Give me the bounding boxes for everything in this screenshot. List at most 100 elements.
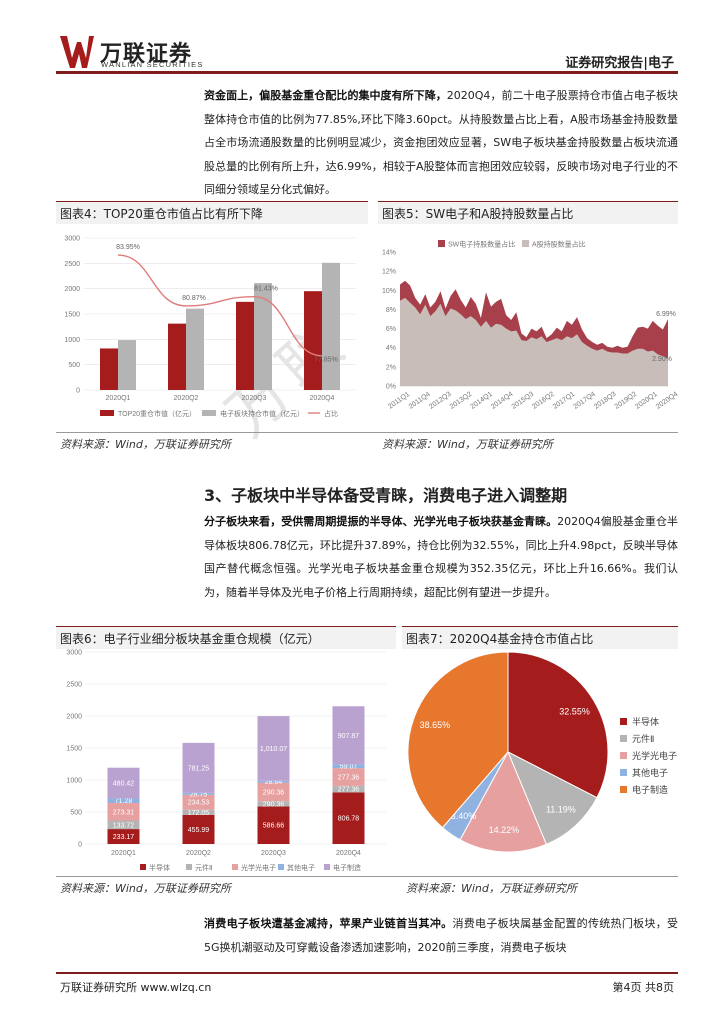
x-tick-label: 2020Q2 xyxy=(174,395,199,402)
bar-total xyxy=(186,308,204,390)
x-tick-label: 2018Q3 xyxy=(593,391,618,411)
bar-data-label: 290.36 xyxy=(263,801,285,808)
pie-data-label: 38.65% xyxy=(420,720,451,730)
paragraph-body: 2020Q4，前二十电子股票持仓市值占电子板块整体持仓市值的比例为77.85%,… xyxy=(204,89,679,196)
bar-data-label: 277.36 xyxy=(338,775,360,782)
legend-swatch xyxy=(620,769,627,776)
figure4-chart: 0 500 1000 1500 2000 2500 3000 2020Q1 2020Q2 2020… xyxy=(64,236,356,418)
bar-data-label: 781.25 xyxy=(188,765,210,772)
paragraph-subsector: 分子板块来看，受供需周期提振的半导体、光学光电子板块获基金青睐。2020Q4偏股… xyxy=(204,510,678,604)
bar-segment xyxy=(182,794,215,810)
legend-swatch xyxy=(232,864,238,870)
legend-label: 电子制造 xyxy=(632,784,668,796)
figure5-source: 资料来源：Wind，万联证券研究所 xyxy=(382,438,553,451)
legend-label: TOP20重仓市值（亿元） xyxy=(118,409,196,418)
pie-slice xyxy=(459,750,548,853)
bar-data-label: 233.17 xyxy=(113,834,135,841)
footer-divider xyxy=(56,972,678,974)
y-tick-label: 0 xyxy=(78,842,82,849)
bar-top20 xyxy=(304,291,322,390)
bar-segment xyxy=(332,785,365,793)
bar-data-label: 586.66 xyxy=(263,823,285,830)
ratio-data-label: 83.95% xyxy=(116,244,140,251)
legend-label: SW电子持股数量占比 xyxy=(448,240,515,249)
paragraph-body: 2020Q4偏股基金重仓半导体板块806.78亿元，环比提升37.89%，持仓比… xyxy=(204,515,679,599)
legend-label: 电子板块持仓市值（亿元） xyxy=(220,409,304,418)
x-tick-label: 2012Q3 xyxy=(428,391,453,411)
paragraph-body: 消费电子板块属基金配置的传统热门板块，受5G换机潮驱动及可穿戴设备渗透加速影响，… xyxy=(204,917,678,954)
legend-swatch xyxy=(522,240,529,247)
legend-label: 其他电子 xyxy=(287,863,315,872)
bar-data-label: 28.64 xyxy=(265,779,283,786)
legend-swatch xyxy=(620,735,627,742)
figure6-chart: 0 500 1000 1500 2000 2500 3000 233.17 133.72 273.… xyxy=(66,650,386,872)
bar-segment xyxy=(107,803,140,821)
y-tick-label: 2% xyxy=(386,364,396,371)
paragraph-consumer-electronics: 消费电子板块遭基金减持，苹果产业链首当其冲。消费电子板块属基金配置的传统热门板块… xyxy=(204,912,678,959)
paragraph-lead: 消费电子板块遭基金减持，苹果产业链首当其冲。 xyxy=(204,917,453,930)
bar-segment xyxy=(107,820,140,830)
x-tick-label: 2013Q2 xyxy=(449,391,474,411)
paragraph-lead: 资金面上，偏股基金重仓配比的集中度有所下降， xyxy=(204,89,447,102)
legend-label: 半导体 xyxy=(632,716,659,728)
y-tick-label: 1000 xyxy=(64,337,80,344)
x-tick-label: 2020Q4 xyxy=(310,395,335,402)
y-tick-label: 1500 xyxy=(64,312,80,319)
legend-label: 电子制造 xyxy=(333,863,361,872)
legend-label: A股持股数量占比 xyxy=(532,240,586,249)
x-tick-label: 2020Q1 xyxy=(106,395,131,402)
bar-segment xyxy=(182,792,215,795)
bar-data-label: 480.42 xyxy=(113,781,135,788)
x-tick-label: 2020Q3 xyxy=(261,850,286,857)
x-tick-label: 2020Q3 xyxy=(242,395,267,402)
bar-segment xyxy=(332,764,365,769)
legend-swatch xyxy=(620,718,627,725)
bar-segment xyxy=(332,792,365,844)
pie-slice xyxy=(407,651,509,829)
y-tick-label: 1000 xyxy=(66,778,82,785)
page-number: 第4页 共8页 xyxy=(612,981,675,994)
bar-segment xyxy=(257,801,290,807)
bar-data-label: 806.78 xyxy=(338,816,360,823)
y-tick-label: 0% xyxy=(386,384,396,391)
header-divider xyxy=(56,71,678,74)
figure4-source: 资料来源：Wind，万联证券研究所 xyxy=(60,438,231,451)
legend-label: 其他电子 xyxy=(632,767,668,779)
legend-swatch xyxy=(620,752,627,759)
bar-segment xyxy=(332,706,365,765)
pie-data-label: 32.55% xyxy=(559,706,590,716)
figure4-title: 图表4：TOP20重仓市值占比有所下降 xyxy=(60,207,263,221)
y-tick-label: 12% xyxy=(382,269,396,276)
pie-data-label: 11.19% xyxy=(546,804,576,814)
figure5-chart: 0%2%4%6%8%10%12%14%2011Q12011Q42012Q3201… xyxy=(382,240,678,411)
x-tick-label: 2020Q1 xyxy=(111,850,136,857)
legend-swatch xyxy=(438,240,445,247)
ratio-data-label: 80.87% xyxy=(182,295,206,302)
figure7-title-bar: 图表7：2020Q4基金持仓市值占比 xyxy=(402,626,678,649)
bar-data-label: 907.87 xyxy=(338,733,360,740)
figure-row1-rule xyxy=(56,432,678,433)
legend-swatch xyxy=(202,410,216,416)
x-tick-label: 2014Q4 xyxy=(490,391,515,411)
figure-row2-rule xyxy=(56,876,678,877)
x-tick-label: 2020Q4 xyxy=(655,391,678,411)
bar-data-label: 290.36 xyxy=(263,789,285,796)
bar-segment xyxy=(257,782,290,802)
legend-swatch xyxy=(620,786,627,793)
x-tick-label: 2020Q4 xyxy=(336,850,361,857)
legend-label: 半导体 xyxy=(149,863,170,872)
legend-label: 元件Ⅱ xyxy=(632,733,654,745)
bar-data-label: 234.53 xyxy=(188,800,210,807)
bar-top20 xyxy=(236,301,254,390)
legend-label: 光学光电子 xyxy=(632,750,677,762)
legend-swatch xyxy=(324,864,330,870)
logo-text-cn: 万联证券 xyxy=(100,41,193,67)
legend-swatch xyxy=(186,864,192,870)
end-label-ashare: 2.90% xyxy=(652,356,672,363)
bar-data-label: 172.05 xyxy=(188,810,210,817)
x-tick-label: 2015Q3 xyxy=(511,391,536,411)
bar-total xyxy=(254,283,272,390)
legend-label: 光学光电子 xyxy=(241,863,276,872)
x-tick-label: 2011Q1 xyxy=(387,391,411,411)
